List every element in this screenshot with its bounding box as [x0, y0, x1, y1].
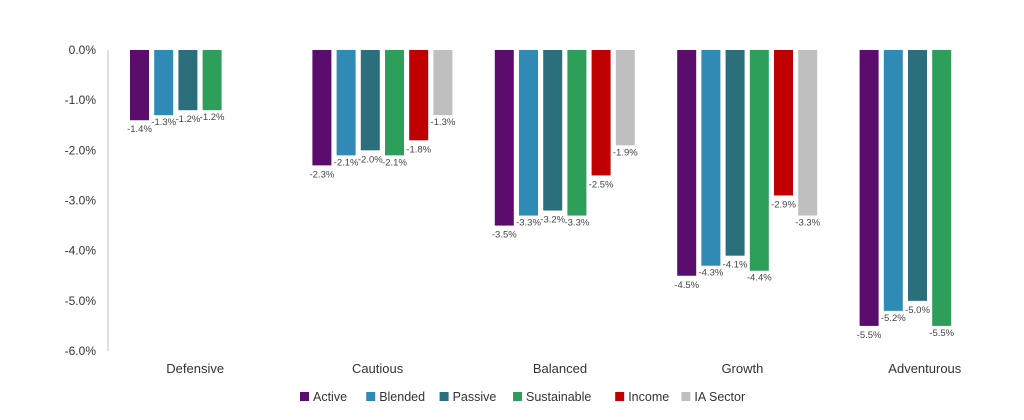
data-label: -5.2%: [881, 313, 906, 324]
y-tick-label: -2.0%: [65, 143, 97, 157]
category-label: Growth: [721, 361, 763, 376]
x-axis: Defensive Cautious Balanced Growth Adventuro…: [166, 361, 961, 376]
data-label: -5.5%: [929, 328, 954, 339]
data-label: -3.5%: [492, 230, 517, 241]
bar-active: [494, 50, 514, 226]
legend-label: Active: [313, 390, 347, 404]
data-label: -4.3%: [698, 268, 723, 279]
y-axis: 0.0% -1.0% -2.0% -3.0% -4.0% -5.0% -6.0%: [65, 43, 109, 358]
bar-passive: [178, 50, 198, 111]
bar-blended: [519, 50, 538, 216]
legend-item-passive: Passive: [439, 390, 497, 404]
legend-label: Income: [628, 390, 669, 404]
y-tick-label: 0.0%: [69, 43, 97, 57]
legend-label: Sustainable: [526, 390, 591, 404]
legend-swatch: [615, 392, 625, 401]
data-label: -2.9%: [771, 199, 796, 210]
legend-swatch: [681, 392, 691, 401]
data-label: -3.3%: [516, 218, 541, 229]
legend-label: Passive: [453, 390, 497, 404]
data-label: -1.2%: [200, 112, 225, 123]
y-tick-label: -3.0%: [65, 194, 97, 208]
bars-group: [130, 50, 952, 326]
bar-ia-sector: [615, 50, 635, 146]
data-label: -5.0%: [905, 305, 930, 316]
y-tick-label: -4.0%: [65, 244, 97, 258]
bar-passive: [360, 50, 380, 151]
bar-blended: [701, 50, 721, 266]
data-label: -1.4%: [127, 124, 152, 135]
bar-sustainable: [567, 50, 587, 216]
bar-blended: [883, 50, 903, 311]
data-label: -4.1%: [723, 260, 748, 271]
bar-blended: [336, 50, 356, 156]
bar-passive: [543, 50, 563, 211]
legend-item-sustainable: Sustainable: [513, 390, 591, 404]
data-label: -1.2%: [175, 114, 200, 125]
category-label: Defensive: [166, 361, 224, 376]
y-tick-label: -1.0%: [65, 93, 97, 107]
legend-item-active: Active: [300, 390, 347, 404]
bar-sustainable: [932, 50, 952, 326]
data-label: -2.0%: [358, 154, 383, 165]
legend-swatch: [366, 392, 376, 401]
data-label: -4.4%: [747, 273, 772, 284]
category-label: Adventurous: [888, 361, 961, 376]
bar-blended: [154, 50, 174, 116]
legend-label: Blended: [379, 390, 425, 404]
data-label: -1.8%: [406, 144, 431, 155]
bar-ia-sector: [433, 50, 453, 116]
data-label: -2.3%: [309, 169, 334, 180]
bar-income: [409, 50, 429, 141]
bar-sustainable: [202, 50, 222, 111]
data-label: -2.1%: [382, 157, 407, 168]
legend-swatch: [439, 392, 449, 401]
data-labels-group: -1.4%-1.3% -1.2% -1.2%-2.3%-2.1% -2.0% -2.1%…: [127, 112, 955, 341]
bar-sustainable: [385, 50, 404, 156]
bar-ia-sector: [798, 50, 818, 216]
bar-sustainable: [749, 50, 769, 271]
legend-item-income: Income: [615, 390, 669, 404]
data-label: -3.3%: [795, 218, 820, 229]
bar-income: [774, 50, 793, 196]
data-label: -2.5%: [589, 179, 614, 190]
bar-passive: [725, 50, 745, 256]
legend-swatch: [513, 392, 522, 401]
data-label: -3.3%: [564, 218, 589, 229]
legend-label: IA Sector: [694, 390, 745, 404]
data-label: -4.5%: [674, 280, 699, 291]
legend: Active Blended Passive Sustainable Income IA …: [300, 390, 745, 404]
category-label: Cautious: [352, 361, 404, 376]
legend-item-blended: Blended: [366, 390, 425, 404]
data-label: -5.5%: [857, 330, 882, 341]
legend-swatch: [300, 392, 309, 401]
data-label: -1.3%: [430, 117, 455, 128]
category-label: Balanced: [533, 361, 587, 376]
data-label: -3.2%: [540, 215, 565, 226]
y-tick-label: -6.0%: [65, 344, 97, 358]
bar-active: [130, 50, 149, 121]
bar-active: [859, 50, 879, 326]
bar-income: [591, 50, 611, 176]
data-label: -1.3%: [151, 117, 176, 128]
bar-active: [677, 50, 697, 276]
y-tick-label: -5.0%: [65, 294, 97, 308]
bar-active: [312, 50, 332, 166]
legend-item-ia-sector: IA Sector: [681, 390, 745, 404]
data-label: -2.1%: [334, 157, 359, 168]
data-label: -1.9%: [613, 147, 638, 158]
bar-passive: [908, 50, 927, 301]
